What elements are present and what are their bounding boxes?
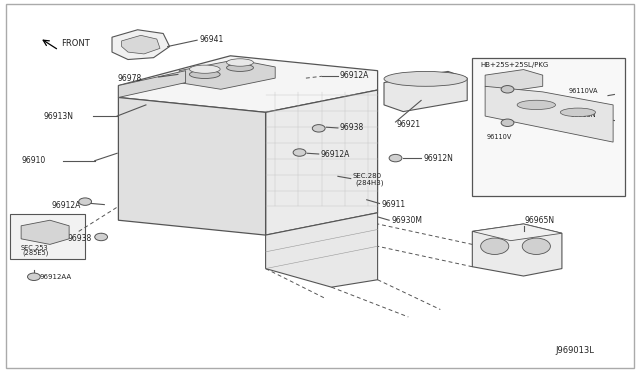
Polygon shape	[21, 220, 69, 244]
Ellipse shape	[189, 70, 220, 78]
Text: 96978: 96978	[117, 74, 141, 83]
Text: 96910: 96910	[21, 156, 45, 165]
Circle shape	[501, 119, 514, 126]
Polygon shape	[472, 224, 562, 276]
FancyBboxPatch shape	[472, 58, 625, 196]
Text: 96110V: 96110V	[486, 134, 512, 140]
Text: 96938: 96938	[68, 234, 92, 243]
Polygon shape	[112, 30, 170, 60]
FancyBboxPatch shape	[10, 214, 85, 259]
Text: 96921: 96921	[397, 120, 421, 129]
Text: 96911: 96911	[381, 200, 406, 209]
Text: 96912N: 96912N	[423, 154, 453, 163]
Text: 96930M: 96930M	[391, 217, 422, 225]
Polygon shape	[118, 56, 378, 112]
Text: 96938: 96938	[340, 124, 364, 132]
Circle shape	[28, 273, 40, 280]
Text: 96965N: 96965N	[525, 217, 555, 225]
Polygon shape	[118, 71, 186, 97]
Ellipse shape	[227, 64, 253, 71]
Text: 96912A: 96912A	[51, 201, 81, 210]
Ellipse shape	[189, 65, 220, 73]
Text: FRONT: FRONT	[61, 39, 90, 48]
Polygon shape	[485, 70, 543, 92]
Polygon shape	[384, 71, 467, 112]
Polygon shape	[179, 60, 275, 89]
Text: HB+25S+25SL/PKG: HB+25S+25SL/PKG	[480, 62, 548, 68]
Polygon shape	[266, 90, 378, 235]
Polygon shape	[266, 213, 378, 287]
Circle shape	[79, 198, 92, 205]
Circle shape	[522, 238, 550, 254]
Circle shape	[389, 154, 402, 162]
Ellipse shape	[561, 108, 596, 117]
Ellipse shape	[517, 100, 556, 109]
Ellipse shape	[227, 59, 253, 66]
Text: (284H3): (284H3)	[355, 179, 384, 186]
Circle shape	[293, 149, 306, 156]
Text: 96912A: 96912A	[340, 71, 369, 80]
Polygon shape	[472, 224, 562, 241]
Text: 96941: 96941	[200, 35, 224, 44]
Text: SEC.253: SEC.253	[21, 245, 49, 251]
Text: 96110VA: 96110VA	[568, 88, 598, 94]
Text: SEC.280: SEC.280	[353, 173, 382, 179]
Circle shape	[312, 125, 325, 132]
Text: (285E5): (285E5)	[22, 249, 49, 256]
Text: 96912AA: 96912AA	[39, 274, 71, 280]
Polygon shape	[118, 97, 266, 235]
Circle shape	[481, 238, 509, 254]
Text: 96913N: 96913N	[44, 112, 74, 121]
Text: 96913N: 96913N	[570, 112, 596, 118]
Circle shape	[95, 233, 108, 241]
Polygon shape	[122, 35, 160, 54]
Circle shape	[501, 86, 514, 93]
Polygon shape	[485, 86, 613, 142]
Text: 96912A: 96912A	[321, 150, 350, 158]
Ellipse shape	[384, 71, 467, 86]
Text: J969013L: J969013L	[556, 346, 595, 355]
